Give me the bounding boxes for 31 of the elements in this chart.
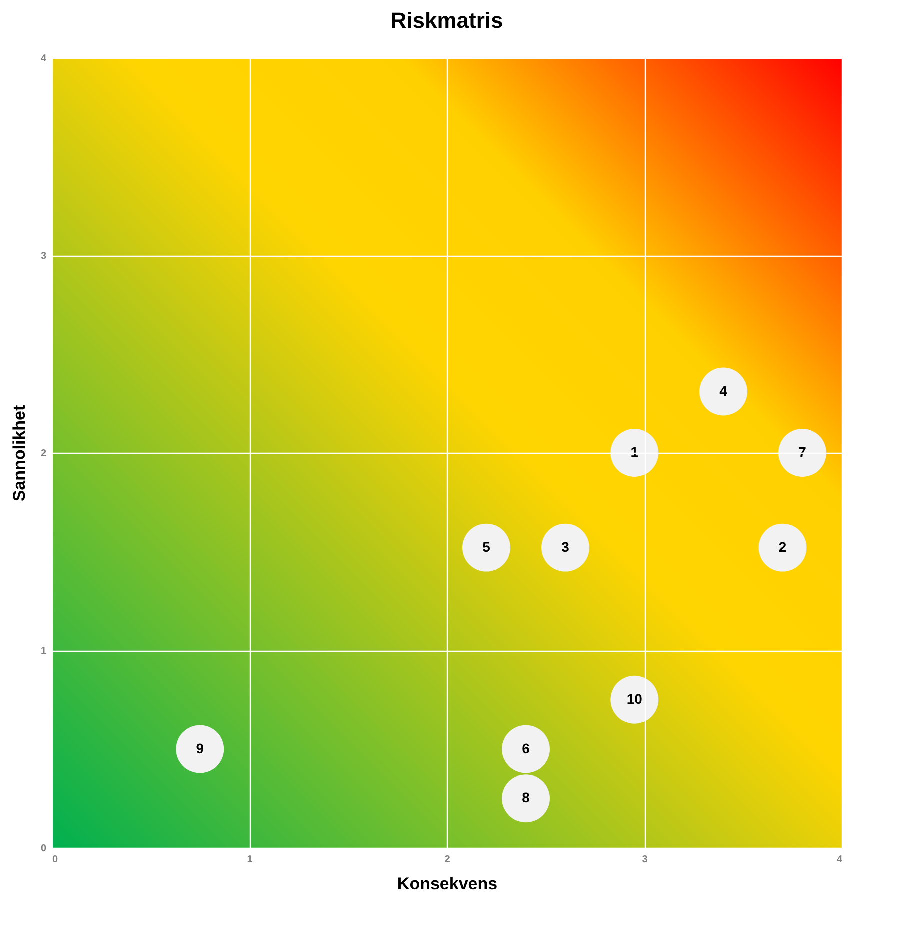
annotation: 10 [626, 690, 643, 707]
point [758, 524, 807, 572]
x-tick-label: 1 [247, 854, 254, 866]
annotation: 9 [196, 740, 204, 756]
point [176, 725, 224, 774]
y-tick-label: 0 [40, 844, 47, 854]
chart-title: Riskmatris [390, 8, 504, 33]
annotation: 5 [482, 538, 491, 555]
annotation: 6 [522, 740, 530, 756]
point [462, 524, 510, 572]
y-tick-label: 1 [40, 646, 47, 657]
y-tick-label: 2 [40, 448, 47, 460]
point [542, 524, 590, 572]
y-tick-label: 4 [40, 54, 47, 64]
point [778, 429, 826, 477]
y-tick-label: 3 [40, 251, 47, 262]
x-axis-title: Konsekvens [397, 874, 498, 894]
x-tick-label: 4 [836, 854, 843, 866]
annotation: 3 [562, 538, 570, 555]
x-tick-label: 2 [444, 854, 451, 866]
annotation: 8 [522, 790, 530, 806]
point [700, 368, 748, 416]
y-axis-title: Sannolikhet [10, 404, 29, 502]
x-tick-label: 3 [642, 854, 648, 866]
annotation: 4 [720, 382, 728, 399]
x-tick-label: 0 [52, 854, 58, 866]
point [610, 429, 659, 477]
annotation: 2 [778, 538, 787, 555]
point [502, 774, 550, 823]
point [610, 676, 659, 724]
point [502, 725, 550, 774]
